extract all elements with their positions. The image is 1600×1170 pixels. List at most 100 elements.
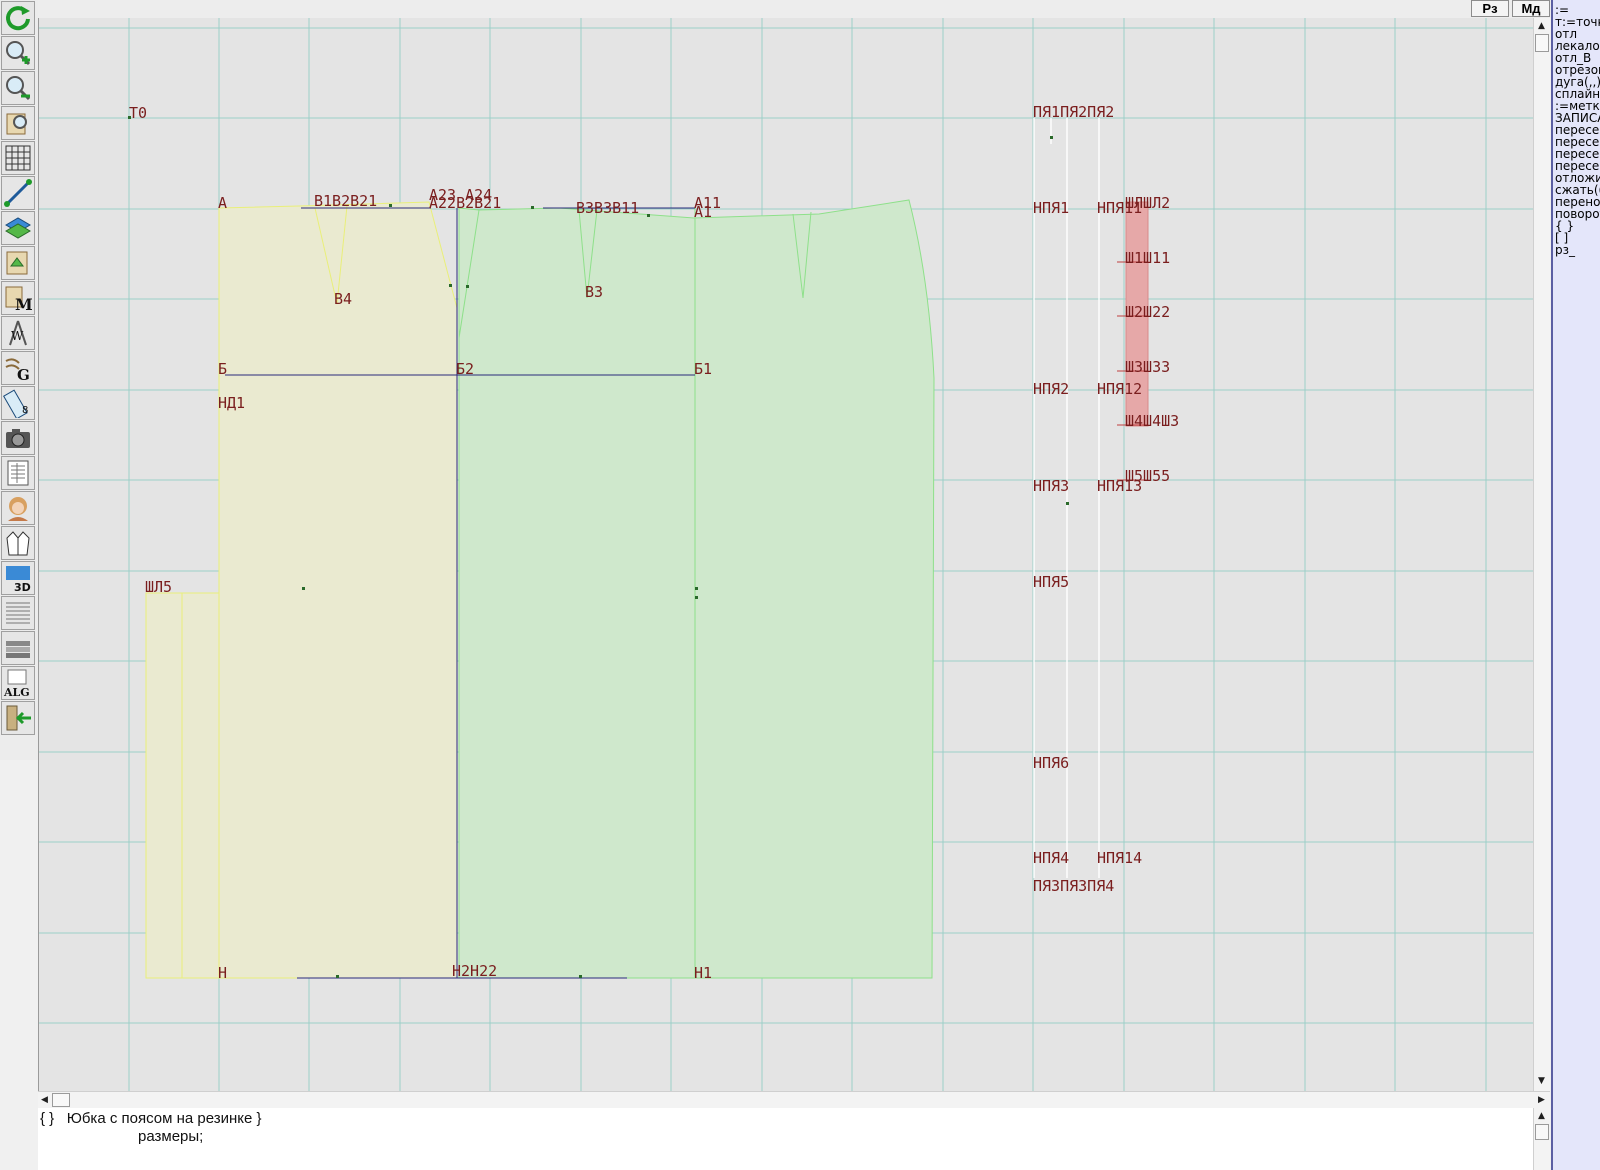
avatar-icon[interactable] bbox=[1, 491, 35, 525]
table-icon[interactable] bbox=[1, 456, 35, 490]
script-editor[interactable]: { } Юбка с поясом на резинке } размеры; bbox=[38, 1108, 1533, 1170]
svg-text:8: 8 bbox=[22, 405, 28, 416]
label-НПЯ12: НПЯ12 bbox=[1097, 380, 1142, 398]
jacket-icon[interactable] bbox=[1, 526, 35, 560]
label-B1B2B21: В1В2В21 bbox=[314, 192, 377, 210]
back-dart-2 bbox=[792, 211, 812, 299]
front-dart bbox=[314, 205, 348, 305]
command-item[interactable]: пересеч bbox=[1555, 123, 1600, 137]
document-icon[interactable] bbox=[1, 596, 35, 630]
command-item[interactable]: ЗАПИСА bbox=[1555, 111, 1600, 125]
label-Ш22: Ш2Ш22 bbox=[1125, 303, 1170, 321]
command-item[interactable]: поворот bbox=[1555, 207, 1600, 221]
label-Б: Б bbox=[218, 360, 227, 378]
command-item[interactable]: [ ] bbox=[1555, 231, 1569, 245]
horizontal-scroll-thumb[interactable] bbox=[52, 1093, 70, 1107]
gradation-g-icon[interactable]: G bbox=[1, 351, 35, 385]
command-item[interactable]: лекало bbox=[1555, 39, 1600, 53]
editor-scroll-thumb[interactable] bbox=[1535, 1124, 1549, 1140]
label-ПЯ1: ПЯ1ПЯ2ПЯ2 bbox=[1033, 103, 1114, 121]
command-item[interactable]: перенос bbox=[1555, 195, 1600, 209]
label-A1: А1 bbox=[694, 203, 712, 221]
scroll-up-icon[interactable]: ▲ bbox=[1538, 21, 1545, 31]
construction-points bbox=[128, 116, 1069, 978]
command-item[interactable]: пересеч bbox=[1555, 135, 1600, 149]
svg-text:M: M bbox=[15, 295, 33, 313]
label-НПЯ2: НПЯ2 bbox=[1033, 380, 1069, 398]
label-НПЯ4: НПЯ4 bbox=[1033, 849, 1069, 867]
command-item[interactable]: отл_В bbox=[1555, 51, 1592, 65]
alg-icon[interactable]: ALG bbox=[1, 666, 35, 700]
label-Б2: Б2 bbox=[456, 360, 474, 378]
editor-line-1[interactable]: { } Юбка с поясом на резинке } bbox=[40, 1110, 262, 1127]
zoom-in-icon[interactable] bbox=[1, 36, 35, 70]
command-item[interactable]: сжать(() bbox=[1555, 183, 1600, 197]
label-Б1: Б1 bbox=[694, 360, 712, 378]
vertical-scroll-thumb[interactable] bbox=[1535, 34, 1549, 52]
zoom-out-icon[interactable] bbox=[1, 71, 35, 105]
command-item[interactable]: т:=точка bbox=[1555, 15, 1600, 29]
waistband-elastic[interactable] bbox=[1125, 201, 1149, 427]
command-item[interactable]: отрезок bbox=[1555, 63, 1600, 77]
label-ПЯ3: ПЯ3ПЯ3ПЯ4 bbox=[1033, 877, 1114, 895]
label-Н1: Н1 bbox=[694, 964, 712, 982]
editor-line-2[interactable]: размеры; bbox=[138, 1128, 204, 1145]
grid-icon[interactable] bbox=[1, 141, 35, 175]
command-item[interactable]: :=метка bbox=[1555, 99, 1600, 113]
label-A23A24: А23 А24 bbox=[429, 186, 492, 204]
command-item[interactable]: отложит bbox=[1555, 171, 1600, 185]
scroll-right-icon[interactable]: ▶ bbox=[1538, 1095, 1545, 1105]
horizontal-scrollbar[interactable]: ◀ ▶ bbox=[38, 1091, 1550, 1108]
command-item[interactable]: рз_ bbox=[1555, 243, 1575, 257]
back-dart-1 bbox=[578, 209, 598, 299]
label-Н2: Н2Н22 bbox=[452, 962, 497, 980]
label-ШЛ2: ШЛШЛ2 bbox=[1125, 194, 1170, 212]
label-B4: В4 bbox=[334, 290, 352, 308]
tool-palette: M W G 8 3D ALG bbox=[0, 0, 39, 760]
label-НПЯ14: НПЯ14 bbox=[1097, 849, 1142, 867]
scroll-left-icon[interactable]: ◀ bbox=[41, 1095, 48, 1105]
top-bar: Рз Мд bbox=[38, 0, 1553, 18]
ruler-icon[interactable]: 8 bbox=[1, 386, 35, 420]
camera-icon[interactable] bbox=[1, 421, 35, 455]
label-НПЯ11: НПЯ11 bbox=[1097, 199, 1142, 217]
label-BBB11: В3В3В11 bbox=[576, 199, 639, 217]
vertical-scrollbar[interactable]: ▲ ▼ bbox=[1533, 18, 1550, 1091]
label-A22B21: А22В2В21 bbox=[429, 194, 501, 212]
label-НПЯ5: НПЯ5 bbox=[1033, 573, 1069, 591]
scroll-down-icon[interactable]: ▼ bbox=[1538, 1076, 1545, 1086]
command-item[interactable]: сплайн_ bbox=[1555, 87, 1600, 101]
label-НД1: НД1 bbox=[218, 394, 245, 412]
command-item[interactable]: отл bbox=[1555, 27, 1578, 41]
command-item[interactable]: { } bbox=[1555, 219, 1575, 233]
line-tool-icon[interactable] bbox=[1, 176, 35, 210]
editor-scroll-up-icon[interactable]: ▲ bbox=[1538, 1111, 1545, 1121]
command-item[interactable]: дуга(,,) bbox=[1555, 75, 1600, 89]
command-item[interactable]: пересеч bbox=[1555, 147, 1600, 161]
label-ШЛ5: ШЛ5 bbox=[145, 578, 172, 596]
exit-icon[interactable] bbox=[1, 701, 35, 735]
command-item[interactable]: := bbox=[1555, 3, 1570, 17]
drawing-canvas[interactable]: Т0 А В1В2В21 А23 А24 А22В2В21 В3В3В11 А1… bbox=[38, 18, 1534, 1091]
label-T0: Т0 bbox=[129, 104, 147, 122]
model-m-icon[interactable]: M bbox=[1, 281, 35, 315]
label-НПЯ13: НПЯ13 bbox=[1097, 477, 1142, 495]
zoom-fit-icon[interactable] bbox=[1, 106, 35, 140]
3d-icon[interactable]: 3D bbox=[1, 561, 35, 595]
label-A11: А11 bbox=[694, 194, 721, 212]
front-panel[interactable] bbox=[218, 201, 458, 979]
label-Ш55: Ш5Ш55 bbox=[1125, 467, 1170, 485]
refresh-icon[interactable] bbox=[1, 1, 35, 35]
svg-text:ALG: ALG bbox=[3, 686, 30, 698]
measure-icon[interactable] bbox=[1, 246, 35, 280]
command-item[interactable]: пересеч bbox=[1555, 159, 1600, 173]
label-B3: В3 bbox=[585, 283, 603, 301]
library-icon[interactable] bbox=[1, 631, 35, 665]
layers-icon[interactable] bbox=[1, 211, 35, 245]
label-Ш33: Ш3Ш33 bbox=[1125, 358, 1170, 376]
compass-w-icon[interactable]: W bbox=[1, 316, 35, 350]
waistband-strips bbox=[1033, 118, 1100, 878]
md-button[interactable]: Мд bbox=[1512, 0, 1550, 17]
rz-button[interactable]: Рз bbox=[1471, 0, 1509, 17]
editor-scrollbar[interactable]: ▲ bbox=[1533, 1108, 1550, 1170]
